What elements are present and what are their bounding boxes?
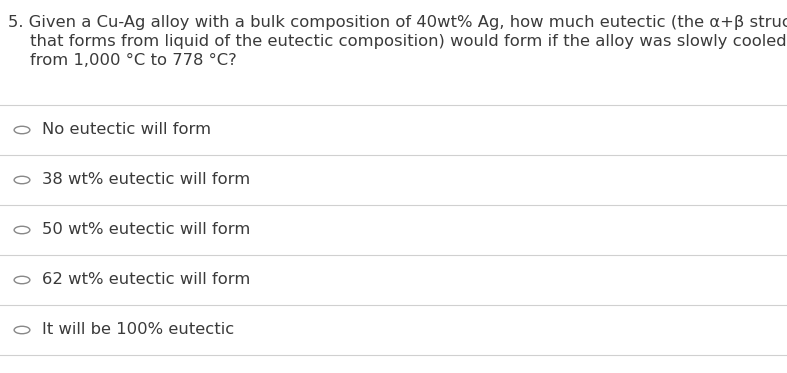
Text: It will be 100% eutectic: It will be 100% eutectic bbox=[42, 323, 235, 338]
Text: that forms from liquid of the eutectic composition) would form if the alloy was : that forms from liquid of the eutectic c… bbox=[30, 34, 787, 49]
Text: 62 wt% eutectic will form: 62 wt% eutectic will form bbox=[42, 273, 250, 288]
Text: from 1,000 °C to 778 °C?: from 1,000 °C to 778 °C? bbox=[30, 53, 237, 68]
Text: No eutectic will form: No eutectic will form bbox=[42, 122, 211, 138]
Text: 50 wt% eutectic will form: 50 wt% eutectic will form bbox=[42, 223, 250, 238]
Text: 38 wt% eutectic will form: 38 wt% eutectic will form bbox=[42, 172, 250, 188]
Text: 5. Given a Cu-Ag alloy with a bulk composition of 40wt% Ag, how much eutectic (t: 5. Given a Cu-Ag alloy with a bulk compo… bbox=[8, 15, 787, 30]
